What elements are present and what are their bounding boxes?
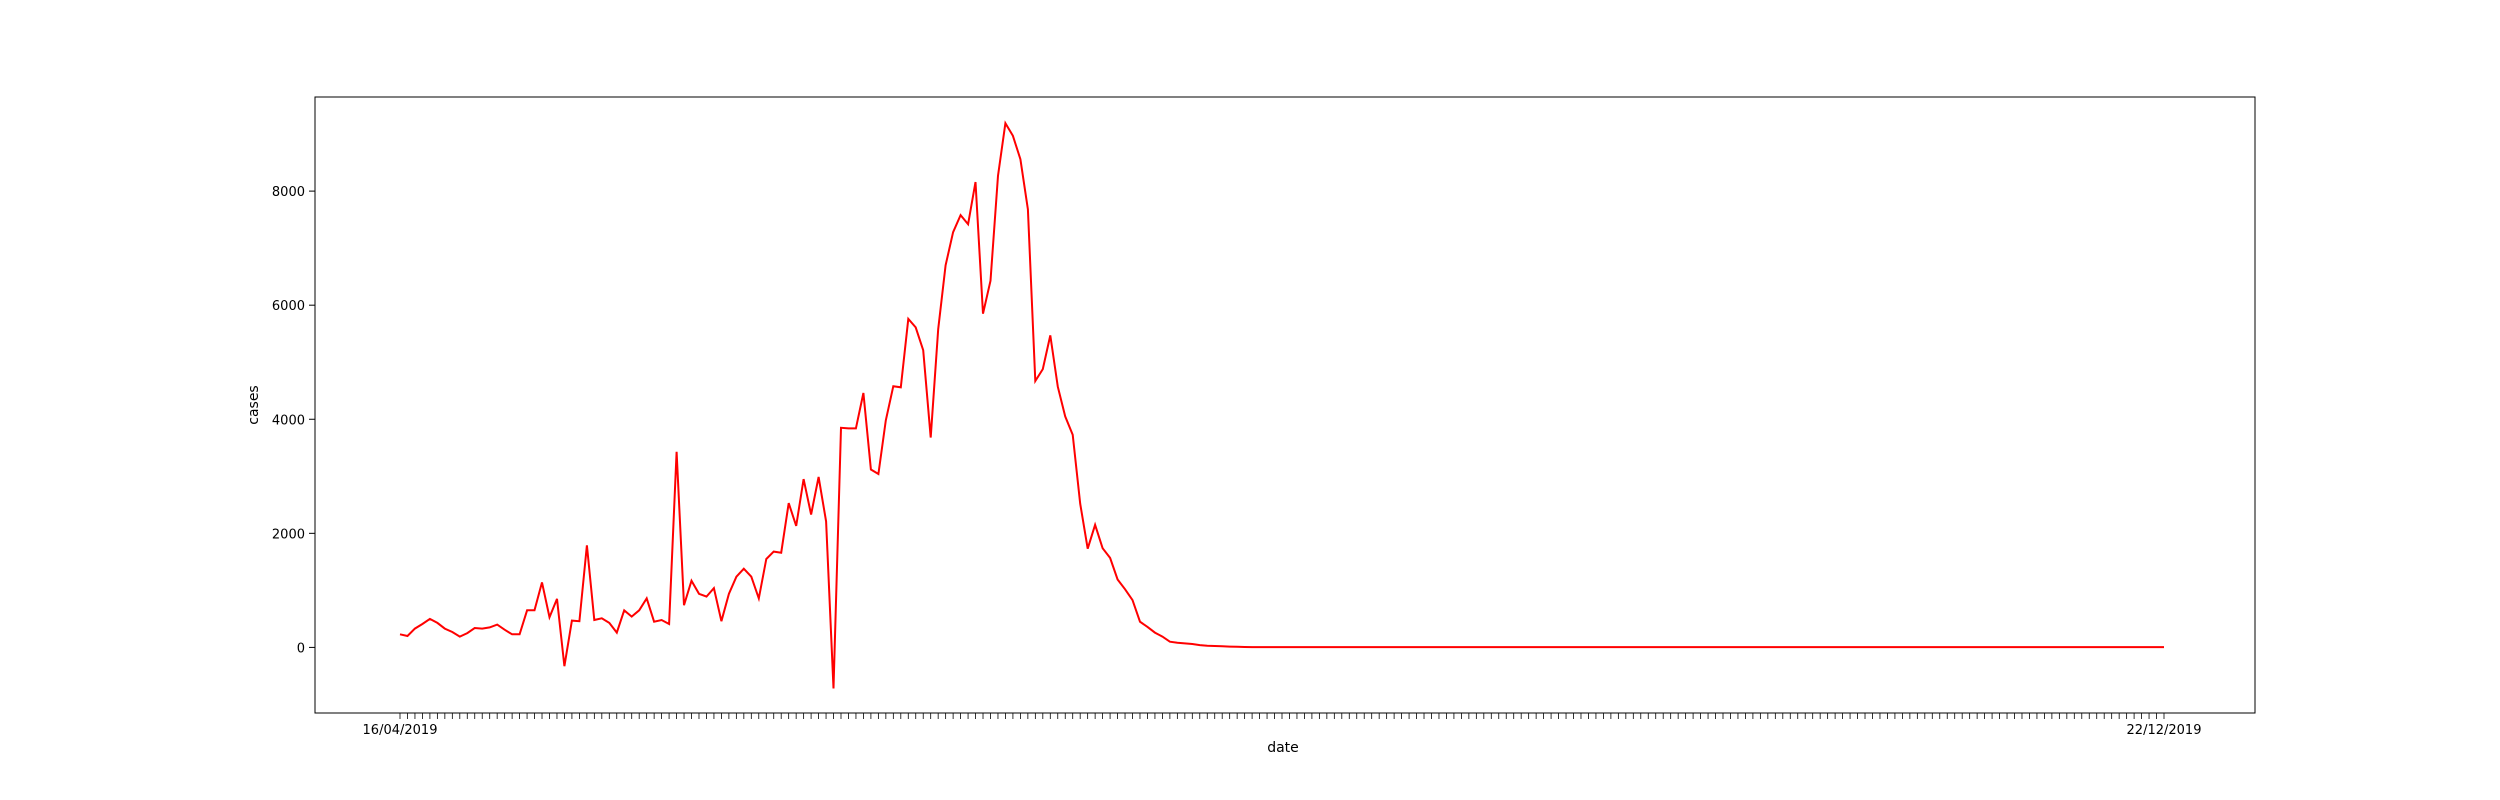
x-tick-label-last: 22/12/2019	[2127, 723, 2202, 738]
y-axis-ticks: 0 2000 4000 6000 8000	[272, 185, 315, 656]
x-axis-label: date	[1267, 740, 1299, 756]
y-tick-label: 2000	[272, 527, 305, 542]
y-tick-label: 6000	[272, 299, 305, 314]
x-axis-ticks	[399, 713, 2165, 719]
y-tick-label: 0	[297, 641, 305, 656]
y-axis-label: cases	[246, 385, 262, 424]
series-line	[399, 120, 2164, 689]
x-tick-label-first: 16/04/2019	[363, 723, 438, 738]
plot-area: 0 2000 4000 6000 8000	[272, 96, 2256, 719]
y-tick-label: 8000	[272, 185, 305, 200]
plot-frame	[314, 96, 2256, 714]
y-tick-label: 4000	[272, 413, 305, 428]
